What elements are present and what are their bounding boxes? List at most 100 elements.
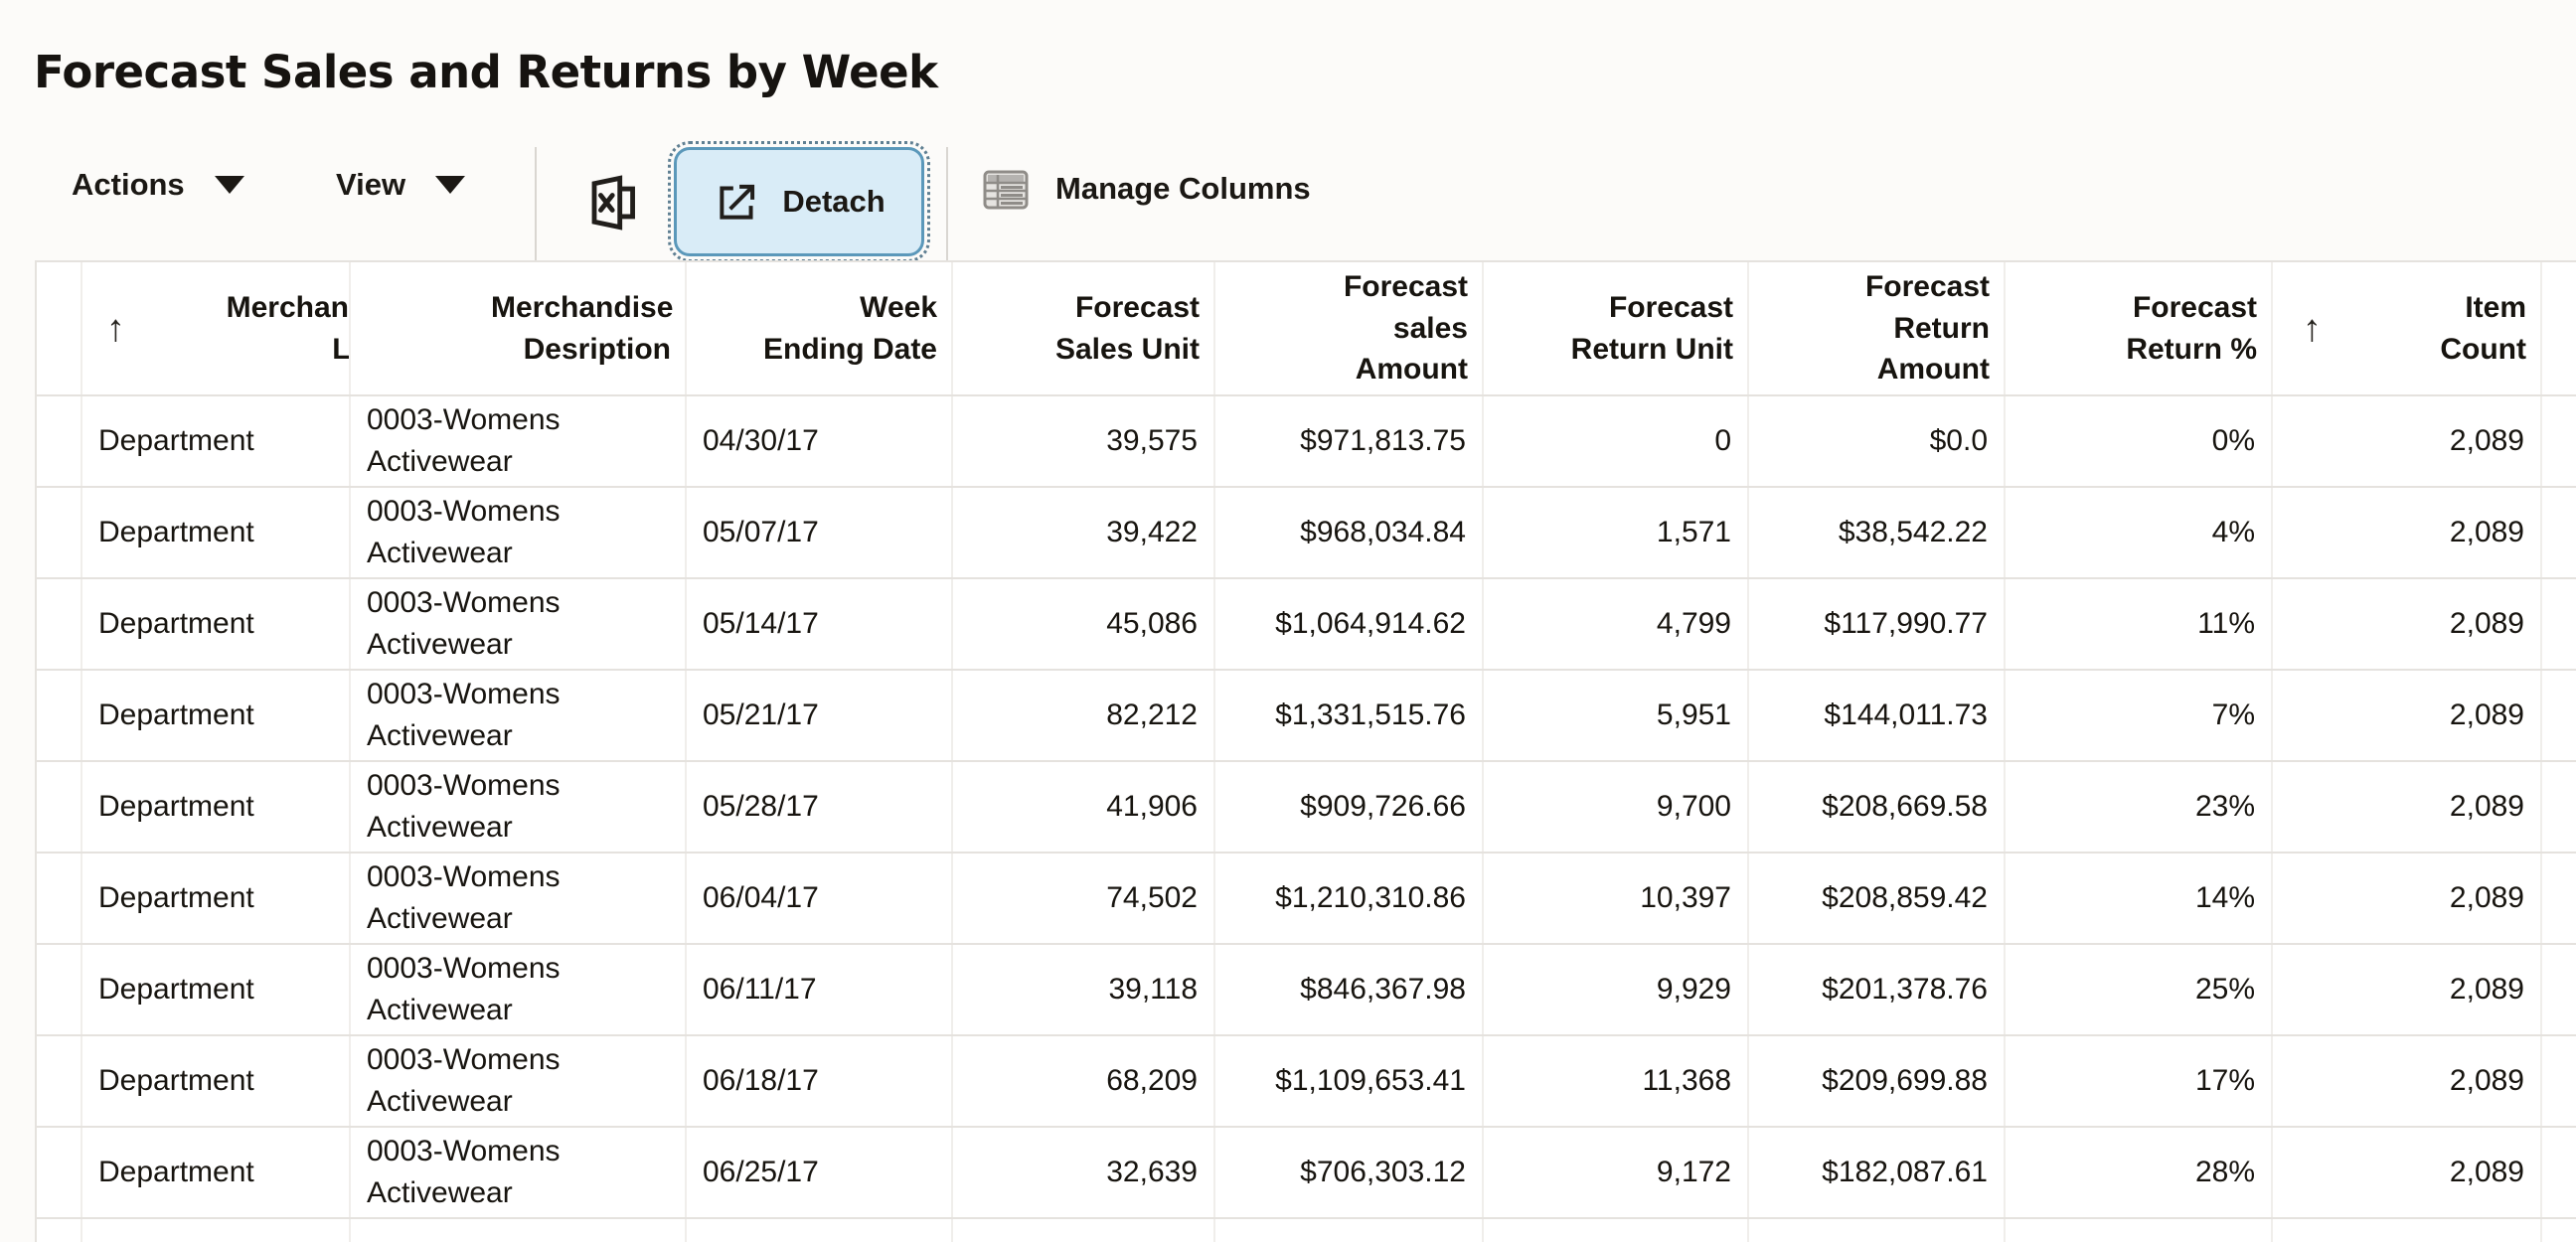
row-selector-cell[interactable] — [37, 761, 82, 854]
cell-forecast-return-amount: $144,011.73 — [1748, 670, 2006, 762]
cell-forecast-sales-amount: $846,367.98 — [1214, 944, 1484, 1036]
cell-forecast-return-pct: 11% — [2005, 578, 2273, 671]
column-label: Item Count — [2440, 291, 2526, 366]
filler-cell — [2541, 395, 2576, 488]
cell-level: Department — [81, 761, 351, 854]
table-body: Department 0003-Womens Activewear 04/30/17… — [37, 395, 2576, 1242]
cell-forecast-sales-amount: $1,331,515.76 — [1214, 670, 1484, 762]
manage-columns-label: Manage Columns — [1055, 171, 1311, 206]
cell-week-ending-date: 06/11/17 — [686, 944, 953, 1036]
column-header-merchandise-desription[interactable]: Merchandise Desription — [350, 262, 687, 396]
row-selector-cell[interactable] — [37, 670, 82, 762]
column-header-week-ending-date[interactable]: Week Ending Date — [686, 262, 953, 396]
cell-level: Department — [81, 578, 351, 671]
cell-empty — [81, 1218, 351, 1242]
cell-week-ending-date: 05/14/17 — [686, 578, 953, 671]
table-header-row: ↑ Merchandise Level Merchandise Desripti… — [37, 262, 2576, 396]
sort-ascending-icon: ↑ — [2303, 307, 2322, 350]
excel-export-icon — [579, 173, 639, 233]
cell-forecast-sales-amount: $971,813.75 — [1214, 395, 1484, 488]
cell-empty — [2541, 1218, 2576, 1242]
table-row[interactable]: Department 0003-Womens Activewear 06/25/17… — [37, 1127, 2576, 1219]
filler-cell — [2541, 670, 2576, 762]
filler-cell — [2541, 578, 2576, 671]
row-selector-cell[interactable] — [37, 1035, 82, 1128]
cell-forecast-return-unit: 5,951 — [1483, 670, 1749, 762]
cell-description-text: 0003-Womens Activewear — [367, 403, 561, 478]
column-header-forecast-sales-amount[interactable]: Forecast sales Amount — [1214, 262, 1484, 396]
cell-forecast-return-unit: 11,368 — [1483, 1035, 1749, 1128]
column-label: Forecast Return % — [2126, 291, 2257, 366]
view-menu-button[interactable]: View — [336, 167, 466, 203]
table-row[interactable]: Department 0003-Womens Activewear 06/04/17… — [37, 853, 2576, 945]
cell-forecast-return-amount: $201,378.76 — [1748, 944, 2006, 1036]
forecast-table: ↑ Merchandise Level Merchandise Desripti… — [35, 260, 2576, 1242]
cell-item-count: 2,089 — [2272, 853, 2542, 945]
cell-level: Department — [81, 1035, 351, 1128]
toolbar-separator — [535, 147, 537, 260]
cell-forecast-return-pct: 28% — [2005, 1127, 2273, 1219]
column-header-forecast-return-unit[interactable]: Forecast Return Unit — [1483, 262, 1749, 396]
table-row[interactable]: Department 0003-Womens Activewear 05/07/17… — [37, 487, 2576, 579]
cell-forecast-sales-unit: 74,502 — [952, 853, 1215, 945]
cell-week-ending-date: 05/21/17 — [686, 670, 953, 762]
cell-level: Department — [81, 853, 351, 945]
column-header-forecast-sales-unit[interactable]: Forecast Sales Unit — [952, 262, 1215, 396]
cell-forecast-sales-unit: 82,212 — [952, 670, 1215, 762]
row-selector-cell[interactable] — [37, 395, 82, 488]
page-title: Forecast Sales and Returns by Week — [34, 46, 938, 98]
cell-forecast-sales-unit: 68,209 — [952, 1035, 1215, 1128]
cell-empty — [2272, 1218, 2542, 1242]
cell-description: 0003-Womens Activewear — [350, 761, 687, 854]
table-row[interactable]: Department 0003-Womens Activewear 05/28/17… — [37, 761, 2576, 854]
cell-forecast-sales-unit: 39,118 — [952, 944, 1215, 1036]
cell-week-ending-date: 06/04/17 — [686, 853, 953, 945]
column-header-forecast-return-amount[interactable]: Forecast Return Amount — [1748, 262, 2006, 396]
row-selector-cell[interactable] — [37, 578, 82, 671]
filler-cell — [2541, 487, 2576, 579]
cell-empty — [952, 1218, 1215, 1242]
cell-forecast-sales-unit: 32,639 — [952, 1127, 1215, 1219]
cell-description: 0003-Womens Activewear — [350, 395, 687, 488]
manage-columns-icon — [982, 165, 1030, 213]
cell-description: 0003-Womens Activewear — [350, 1127, 687, 1219]
cell-forecast-sales-amount: $1,210,310.86 — [1214, 853, 1484, 945]
column-header-forecast-return-pct[interactable]: Forecast Return % — [2005, 262, 2273, 396]
column-label: Forecast Return Amount — [1864, 270, 1990, 387]
table-row[interactable]: Department 0003-Womens Activewear 06/18/17… — [37, 1035, 2576, 1128]
row-selector-cell[interactable] — [37, 1127, 82, 1219]
manage-columns-button[interactable]: Manage Columns — [982, 165, 1311, 213]
cell-description-text: 0003-Womens Activewear — [367, 678, 561, 752]
cell-empty — [350, 1218, 687, 1242]
column-header-item-count[interactable]: ↑ Item Count — [2272, 262, 2542, 396]
table-row[interactable]: Department 0003-Womens Activewear 05/21/17… — [37, 670, 2576, 762]
cell-forecast-return-pct: 4% — [2005, 487, 2273, 579]
cell-forecast-return-amount: $117,990.77 — [1748, 578, 2006, 671]
row-selector-cell[interactable] — [37, 944, 82, 1036]
cell-forecast-sales-unit: 39,422 — [952, 487, 1215, 579]
cell-description-text: 0003-Womens Activewear — [367, 952, 561, 1026]
actions-menu-button[interactable]: Actions — [72, 167, 244, 203]
cell-week-ending-date: 05/28/17 — [686, 761, 953, 854]
cell-empty — [1748, 1218, 2006, 1242]
column-header-merchandise-level[interactable]: ↑ Merchandise Level — [81, 262, 351, 396]
row-selector-cell — [37, 1218, 82, 1242]
table-row-partial[interactable] — [37, 1218, 2576, 1242]
cell-item-count: 2,089 — [2272, 578, 2542, 671]
column-label: Merchandise Level — [226, 291, 350, 366]
cell-description: 0003-Womens Activewear — [350, 853, 687, 945]
column-header-filler — [2541, 262, 2576, 396]
row-selector-cell[interactable] — [37, 853, 82, 945]
cell-week-ending-date: 05/07/17 — [686, 487, 953, 579]
export-excel-button[interactable] — [579, 173, 639, 233]
view-menu-label: View — [336, 167, 406, 202]
table-row[interactable]: Department 0003-Womens Activewear 04/30/17… — [37, 395, 2576, 488]
detach-button[interactable]: Detach — [668, 141, 930, 262]
table-row[interactable]: Department 0003-Womens Activewear 05/14/17… — [37, 578, 2576, 671]
row-selector-cell[interactable] — [37, 487, 82, 579]
table-row[interactable]: Department 0003-Womens Activewear 06/11/17… — [37, 944, 2576, 1036]
cell-empty — [686, 1218, 953, 1242]
cell-item-count: 2,089 — [2272, 487, 2542, 579]
cell-level: Department — [81, 944, 351, 1036]
cell-item-count: 2,089 — [2272, 395, 2542, 488]
